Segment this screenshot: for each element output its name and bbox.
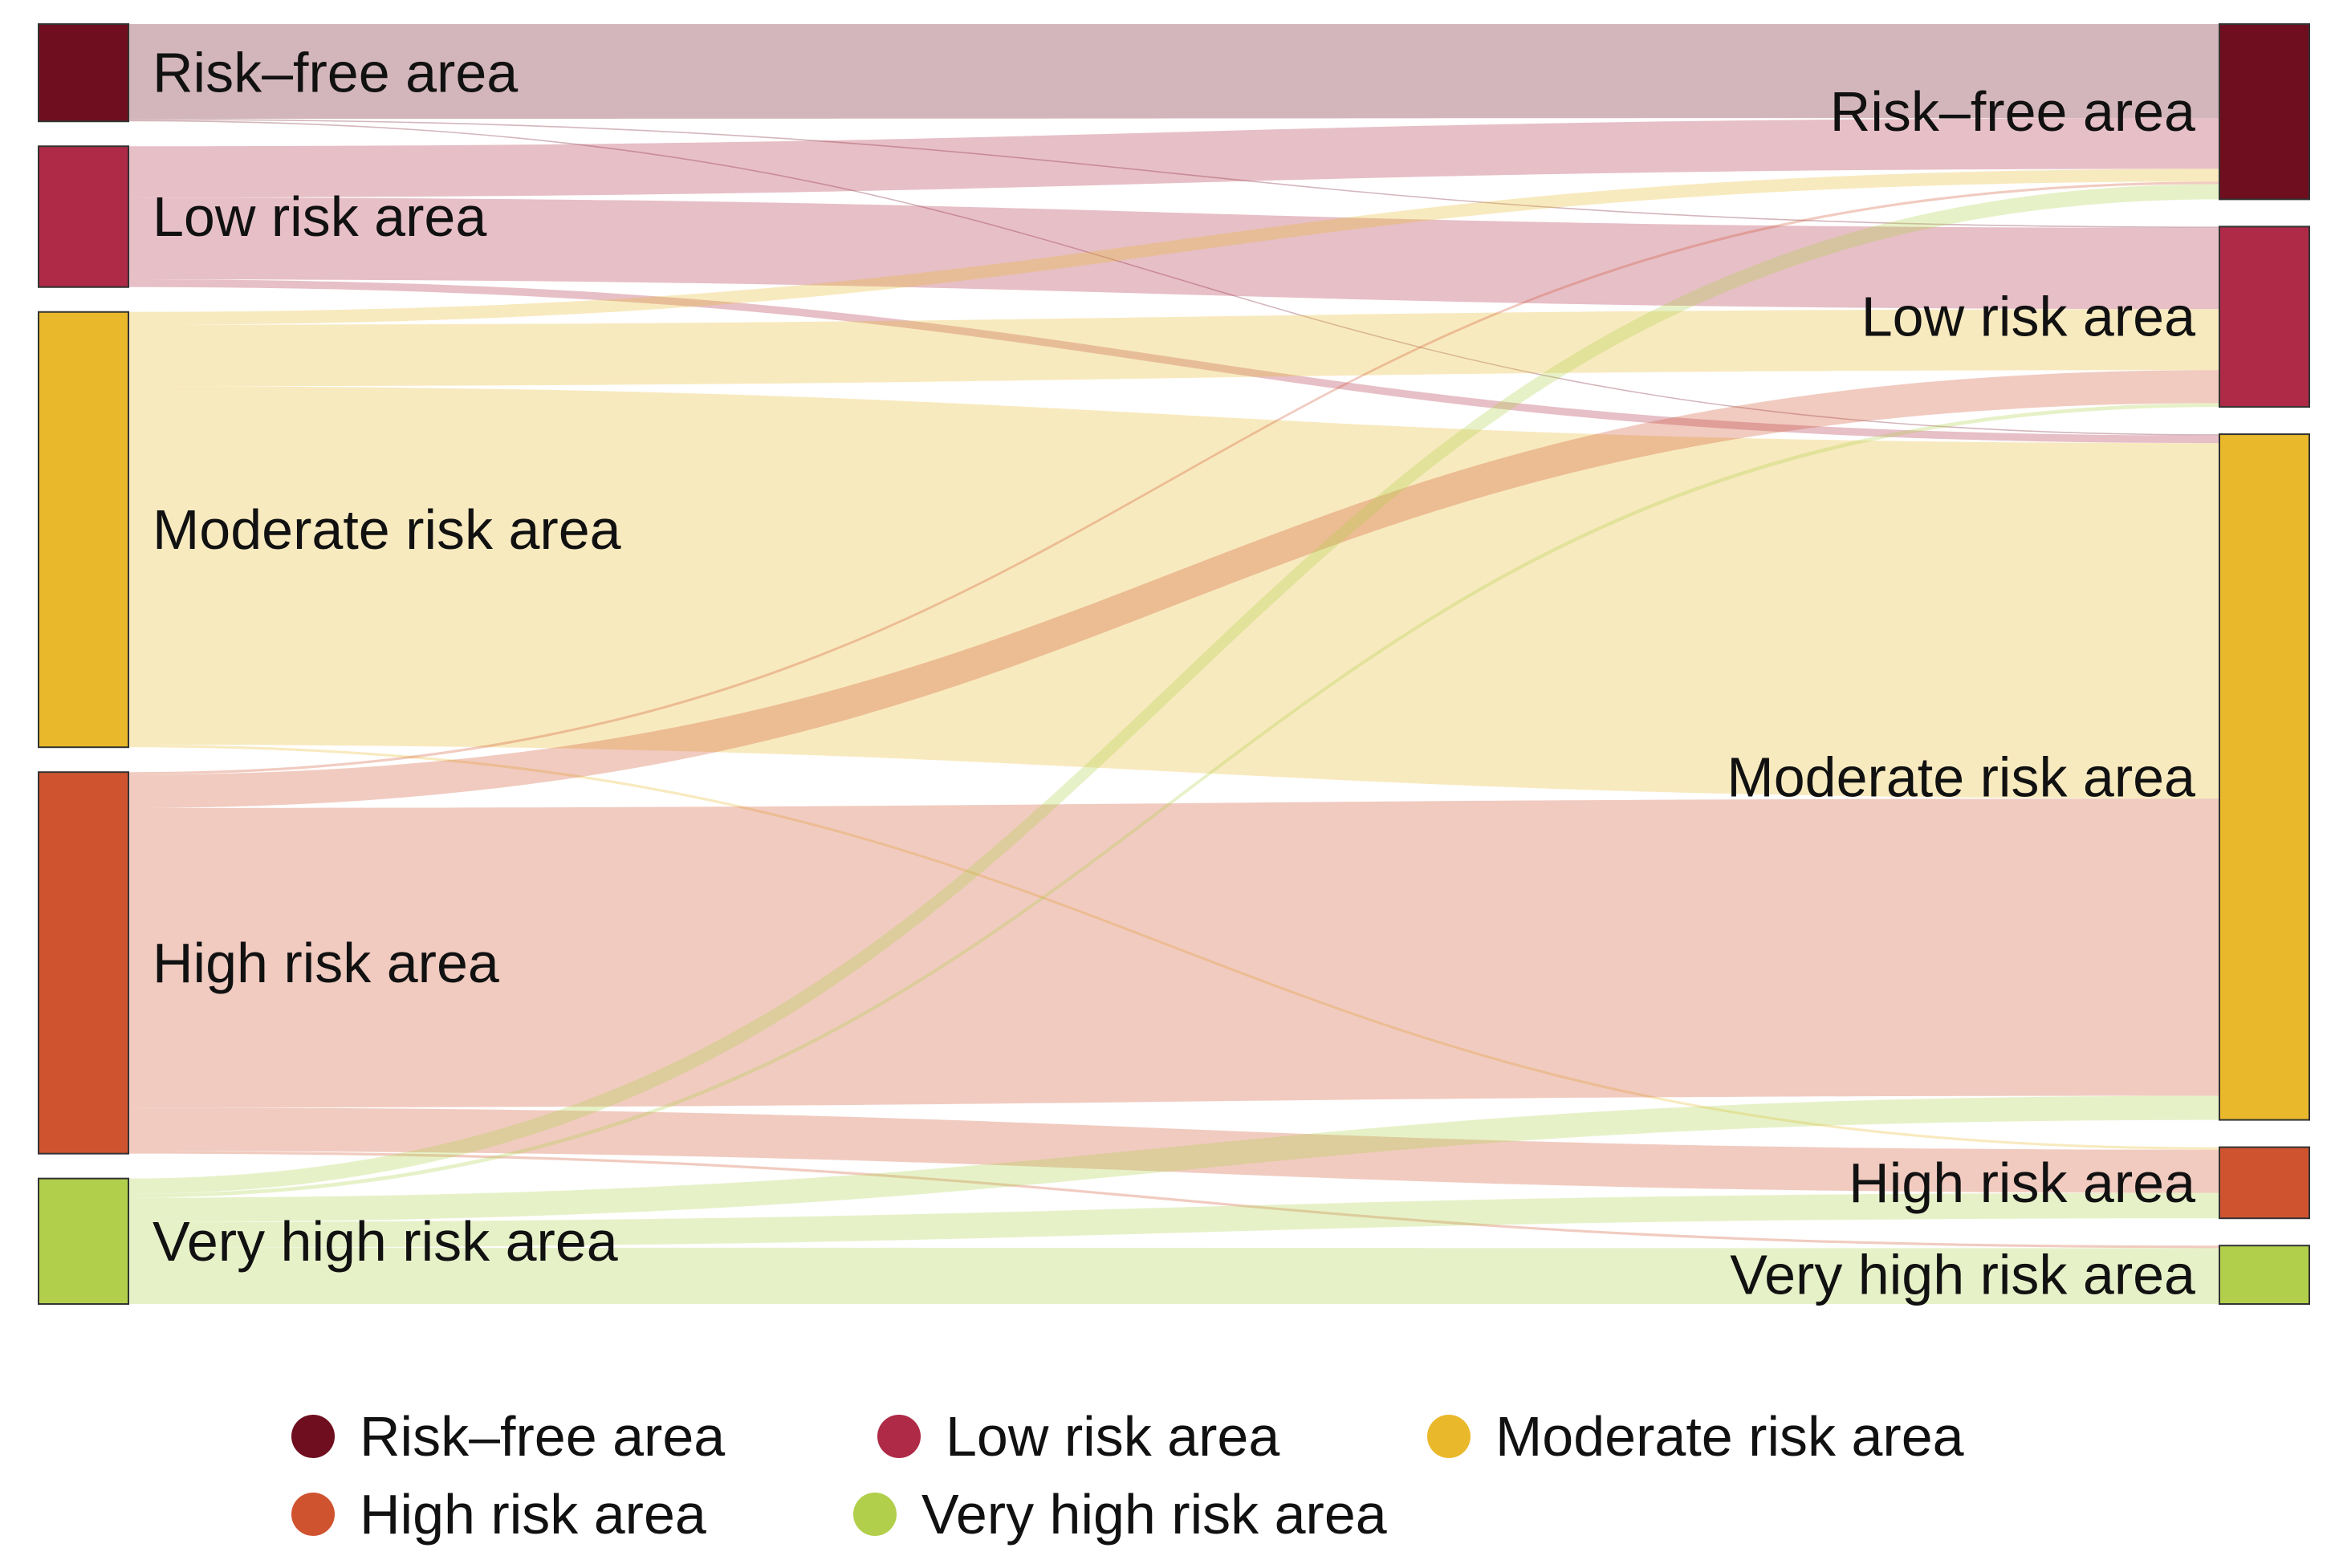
sankey-links	[128, 24, 2219, 1304]
legend-item-low-risk-area: Low risk area	[877, 1405, 1279, 1468]
node-label-left-high-risk-area: High risk area	[153, 932, 499, 994]
node-right-moderate-risk-area	[2219, 433, 2310, 1121]
legend-label-very-high-risk-area: Very high risk area	[921, 1483, 1387, 1546]
legend-item-risk-free-area: Risk–free area	[291, 1405, 725, 1468]
legend-swatch-high-risk-area	[291, 1493, 335, 1536]
node-label-left-moderate-risk-area: Moderate risk area	[153, 498, 621, 561]
node-left-risk-free-area	[38, 23, 129, 123]
link-very-high-risk-area-to-low-risk-area	[128, 403, 2219, 1198]
legend-label-low-risk-area: Low risk area	[946, 1405, 1279, 1468]
legend-swatch-moderate-risk-area	[1427, 1415, 1471, 1458]
legend-label-high-risk-area: High risk area	[360, 1483, 706, 1546]
node-label-right-risk-free-area: Risk–free area	[1830, 80, 2195, 143]
legend-swatch-risk-free-area	[291, 1415, 335, 1458]
link-very-high-risk-area-to-high-risk-area	[128, 1192, 2219, 1248]
node-left-low-risk-area	[38, 145, 129, 288]
node-label-left-low-risk-area: Low risk area	[153, 185, 486, 248]
link-low-risk-area-to-moderate-risk-area	[128, 279, 2219, 444]
node-left-high-risk-area	[38, 771, 129, 1155]
node-label-left-very-high-risk-area: Very high risk area	[153, 1210, 618, 1273]
link-low-risk-area-to-risk-free-area	[128, 118, 2219, 198]
node-label-right-very-high-risk-area: Very high risk area	[1730, 1244, 2195, 1306]
legend-item-high-risk-area: High risk area	[291, 1483, 706, 1546]
link-high-risk-area-to-moderate-risk-area	[128, 798, 2219, 1108]
legend-label-risk-free-area: Risk–free area	[360, 1405, 725, 1468]
legend-label-moderate-risk-area: Moderate risk area	[1495, 1405, 1964, 1468]
chart-legend: Risk–free area Low risk area Moderate risk…	[291, 1405, 1964, 1546]
link-risk-free-area-to-risk-free-area	[128, 24, 2219, 120]
node-label-left-risk-free-area: Risk–free area	[153, 42, 518, 104]
node-label-right-moderate-risk-area: Moderate risk area	[1727, 745, 2195, 808]
node-right-high-risk-area	[2219, 1146, 2310, 1220]
link-high-risk-area-to-very-high-risk-area	[128, 1151, 2219, 1249]
legend-swatch-very-high-risk-area	[853, 1493, 897, 1536]
link-low-risk-area-to-low-risk-area	[128, 197, 2219, 310]
link-very-high-risk-area-to-very-high-risk-area	[128, 1247, 2219, 1304]
link-risk-free-area-to-moderate-risk-area	[128, 120, 2219, 436]
legend-item-very-high-risk-area: Very high risk area	[853, 1483, 1387, 1546]
node-label-right-low-risk-area: Low risk area	[1861, 286, 2195, 348]
sankey-nodes	[38, 23, 2310, 1306]
link-very-high-risk-area-to-risk-free-area	[128, 184, 2219, 1194]
link-high-risk-area-to-risk-free-area	[128, 181, 2219, 775]
node-right-very-high-risk-area	[2219, 1245, 2310, 1306]
link-moderate-risk-area-to-moderate-risk-area	[128, 386, 2219, 799]
link-high-risk-area-to-low-risk-area	[128, 370, 2219, 808]
node-label-right-high-risk-area: High risk area	[1849, 1152, 2195, 1214]
legend-item-moderate-risk-area: Moderate risk area	[1427, 1405, 1964, 1468]
link-high-risk-area-to-high-risk-area	[128, 1107, 2219, 1193]
link-moderate-risk-area-to-low-risk-area	[128, 309, 2219, 387]
node-right-low-risk-area	[2219, 225, 2310, 408]
link-risk-free-area-to-low-risk-area	[128, 119, 2219, 228]
link-moderate-risk-area-to-risk-free-area	[128, 169, 2219, 325]
sankey-node-labels: Risk–free area Low risk area Moderate risk…	[153, 42, 2195, 1306]
legend-swatch-low-risk-area	[877, 1415, 921, 1458]
node-left-very-high-risk-area	[38, 1177, 129, 1305]
node-right-risk-free-area	[2219, 23, 2310, 201]
link-very-high-risk-area-to-moderate-risk-area	[128, 1095, 2219, 1222]
link-moderate-risk-area-to-high-risk-area	[128, 745, 2219, 1150]
node-left-moderate-risk-area	[38, 311, 129, 749]
